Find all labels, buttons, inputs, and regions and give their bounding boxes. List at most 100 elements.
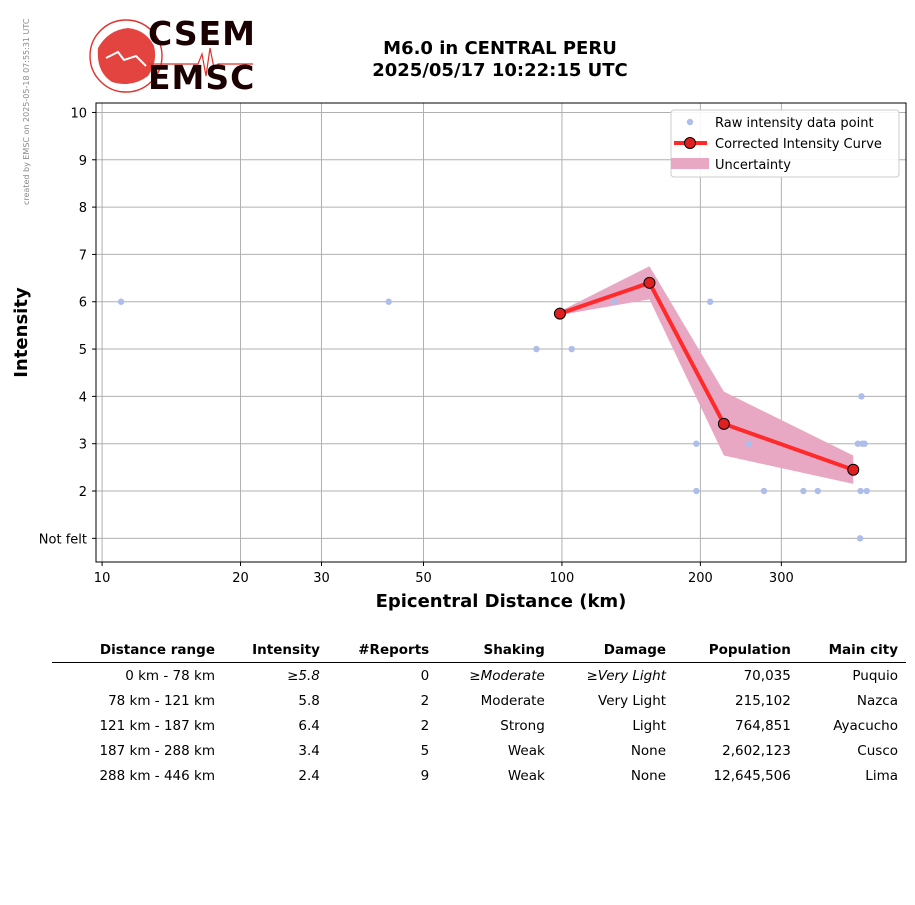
table-cell: ≥Moderate xyxy=(469,667,545,684)
chart-title-line1: M6.0 in CENTRAL PERU xyxy=(383,38,617,59)
curve-marker xyxy=(847,463,860,476)
table-cell: Light xyxy=(632,717,667,734)
y-tick-label: 4 xyxy=(79,390,87,405)
y-tick-label: 9 xyxy=(79,154,87,169)
raw-data-point xyxy=(760,487,768,495)
raw-data-point xyxy=(800,487,807,495)
table-header-cell: Distance range xyxy=(99,642,215,658)
table-row: 288 km - 446 km 2.4 9 Weak None 12,645,506 Lim… xyxy=(52,763,906,788)
legend-entry: Corrected Intensity Curve xyxy=(715,137,882,152)
raw-data-point xyxy=(863,487,870,495)
y-tick-label: 6 xyxy=(79,296,87,311)
table-header-cell: Main city xyxy=(828,642,898,658)
table-cell: Strong xyxy=(500,717,545,734)
table-cell: 2 xyxy=(420,717,430,734)
table-cell: 187 km - 288 km xyxy=(99,742,215,759)
raw-data-point xyxy=(611,298,618,305)
table-cell: Nazca xyxy=(856,692,898,709)
raw-data-point xyxy=(533,345,540,353)
raw-data-point xyxy=(693,440,700,447)
plot-frame xyxy=(95,102,907,563)
raw-data-point xyxy=(858,393,865,400)
table-cell: Weak xyxy=(507,767,545,784)
legend-swatch-raw xyxy=(686,118,694,126)
x-tick-label: 30 xyxy=(313,571,330,586)
y-tick-label: 3 xyxy=(79,438,87,453)
intensity-chart: 10 20 30 50 100 200 300 Not felt 2 3 4 5 6 7 8 9 10 Epice… xyxy=(11,102,907,612)
table-cell: 764,851 xyxy=(735,717,791,734)
table-cell: 215,102 xyxy=(735,692,791,709)
raw-data-point xyxy=(745,440,753,447)
table-header-row: Distance range Intensity #Reports Shaking Da… xyxy=(52,640,906,663)
x-axis-label: Epicentral Distance (km) xyxy=(376,591,627,612)
legend-box xyxy=(670,109,900,178)
table-cell: ≥5.8 xyxy=(287,667,320,684)
y-tick-label: 5 xyxy=(79,343,87,358)
table-cell: Moderate xyxy=(480,692,545,709)
table-header-cell: #Reports xyxy=(358,642,430,658)
raw-data-point xyxy=(814,487,821,495)
y-tick-label: 7 xyxy=(79,248,87,263)
table-cell: None xyxy=(630,742,667,759)
raw-data-point xyxy=(857,487,864,495)
table-cell: ≥Very Light xyxy=(586,667,667,684)
table-cell: None xyxy=(630,767,667,784)
csem-emsc-logo: CSEM EMSC xyxy=(88,14,258,98)
table-cell: Weak xyxy=(507,742,545,759)
x-tick-label: 200 xyxy=(688,571,713,586)
legend-swatch-band xyxy=(671,158,709,169)
table-cell: 12,645,506 xyxy=(713,767,791,784)
raw-data-point xyxy=(706,298,714,305)
table-cell: 288 km - 446 km xyxy=(99,767,215,784)
y-tick-label: 2 xyxy=(79,485,87,500)
curve-marker xyxy=(553,307,566,320)
table-header-cell: Intensity xyxy=(252,642,320,658)
logo-text-emsc: EMSC xyxy=(148,58,256,97)
table-cell: 9 xyxy=(420,767,430,784)
table-cell: 2.4 xyxy=(298,767,320,784)
raw-data-point xyxy=(861,440,868,447)
table-cell: 0 km - 78 km xyxy=(125,667,215,684)
table-cell: 121 km - 187 km xyxy=(99,717,215,734)
x-tick-label: 100 xyxy=(550,571,575,586)
chart-title-line2: 2025/05/17 10:22:15 UTC xyxy=(372,60,628,81)
table-cell: 0 xyxy=(420,667,430,684)
table-header-cell: Population xyxy=(708,642,791,658)
table-row: 0 km - 78 km ≥5.8 0 ≥Moderate ≥Very Light 70,… xyxy=(52,663,906,689)
logo-text-csem: CSEM xyxy=(148,14,256,53)
raw-data-point xyxy=(385,298,392,305)
curve-marker xyxy=(643,276,656,289)
table-cell: Ayacucho xyxy=(833,717,898,734)
table-row: 187 km - 288 km 3.4 5 Weak None 2,602,123 Cusc… xyxy=(52,738,906,763)
raw-data-point xyxy=(568,345,575,353)
y-tick-label: 10 xyxy=(70,106,87,121)
legend-entry: Uncertainty xyxy=(715,158,791,173)
uncertainty-band xyxy=(559,266,854,484)
raw-data-point xyxy=(854,440,862,447)
y-tick-label: Not felt xyxy=(39,532,87,547)
y-tick-label: 8 xyxy=(79,201,87,216)
raw-data-point xyxy=(693,487,700,495)
table-cell: Lima xyxy=(865,767,898,784)
legend-entry: Raw intensity data point xyxy=(715,116,874,131)
table-cell: 2,602,123 xyxy=(722,742,791,759)
x-tick-label: 20 xyxy=(232,571,249,586)
corrected-intensity-line xyxy=(559,280,854,472)
x-tick-label: 50 xyxy=(415,571,432,586)
summary-table: Distance range Intensity #Reports Shaking Da… xyxy=(52,640,906,788)
raw-data-point xyxy=(856,535,864,542)
y-axis-label: Intensity xyxy=(11,287,32,378)
table-header-cell: Damage xyxy=(603,642,667,658)
table-cell: Puquio xyxy=(852,667,898,684)
table-header-cell: Shaking xyxy=(483,642,545,658)
table-row: 78 km - 121 km 5.8 2 Moderate Very Light 215,… xyxy=(52,688,906,713)
table-cell: 6.4 xyxy=(298,717,320,734)
globe-europe-icon xyxy=(89,19,253,93)
curve-marker xyxy=(717,417,730,430)
table-row: 121 km - 187 km 6.4 2 Strong Light 764,851 Aya… xyxy=(52,713,906,738)
table-cell: Cusco xyxy=(857,742,898,759)
table-cell: Very Light xyxy=(598,692,667,709)
x-tick-label: 300 xyxy=(769,571,794,586)
raw-data-point xyxy=(117,298,125,305)
legend-swatch-marker xyxy=(684,137,696,149)
